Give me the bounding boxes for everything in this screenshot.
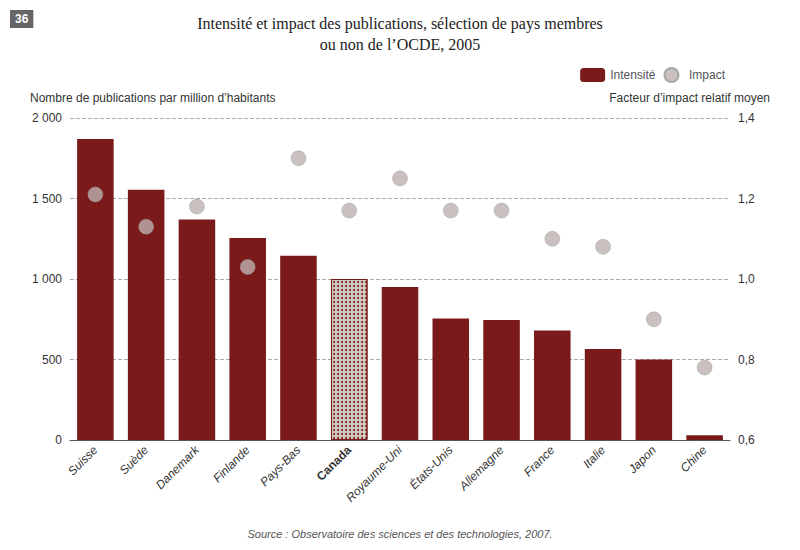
svg-text:Impact: Impact <box>689 68 726 82</box>
svg-text:1,0: 1,0 <box>738 272 755 286</box>
svg-text:Source : Observatoire des scie: Source : Observatoire des sciences et de… <box>247 528 552 540</box>
svg-text:36: 36 <box>15 12 29 26</box>
svg-text:2 000: 2 000 <box>32 111 62 125</box>
svg-text:Intensité et impact des public: Intensité et impact des publications, sé… <box>197 15 603 33</box>
svg-text:Finlande: Finlande <box>210 443 253 486</box>
svg-text:1,4: 1,4 <box>738 111 755 125</box>
svg-text:Canada: Canada <box>314 443 355 484</box>
svg-text:Nombre de publications par mil: Nombre de publications par million d’hab… <box>30 91 275 105</box>
svg-text:1 000: 1 000 <box>32 272 62 286</box>
svg-text:500: 500 <box>42 353 62 367</box>
svg-text:1,2: 1,2 <box>738 192 755 206</box>
svg-text:Italie: Italie <box>580 443 608 471</box>
svg-text:États-Unis: États-Unis <box>406 442 456 492</box>
svg-text:ou non de l’OCDE, 2005: ou non de l’OCDE, 2005 <box>320 36 480 53</box>
svg-text:Japon: Japon <box>625 443 659 477</box>
svg-text:0,6: 0,6 <box>738 433 755 447</box>
svg-text:Pays-Bas: Pays-Bas <box>257 443 303 489</box>
svg-text:Royaume-Uni: Royaume-Uni <box>343 443 405 505</box>
svg-text:0: 0 <box>55 433 62 447</box>
svg-text:Suisse: Suisse <box>65 443 101 479</box>
svg-text:Facteur d’impact relatif moyen: Facteur d’impact relatif moyen <box>609 91 770 105</box>
svg-text:0,8: 0,8 <box>738 353 755 367</box>
svg-text:Suède: Suède <box>117 443 152 478</box>
svg-text:1 500: 1 500 <box>32 192 62 206</box>
svg-text:Intensité: Intensité <box>610 68 656 82</box>
svg-text:Allemagne: Allemagne <box>456 443 507 494</box>
svg-text:Chine: Chine <box>678 443 710 475</box>
svg-text:France: France <box>521 443 558 480</box>
svg-text:Danemark: Danemark <box>153 442 203 492</box>
